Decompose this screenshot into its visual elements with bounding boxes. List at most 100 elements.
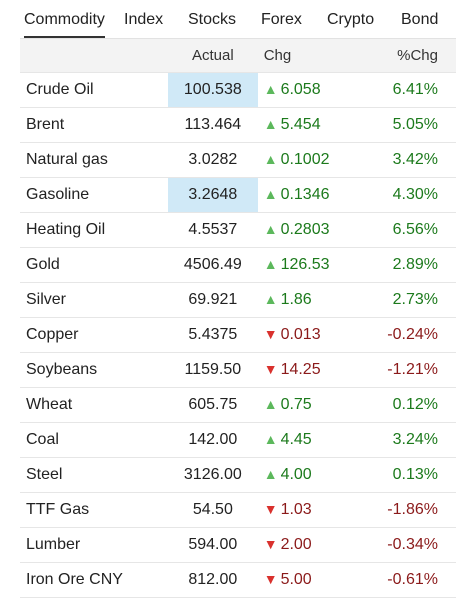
percent-change: 4.30% (370, 177, 456, 213)
actual-value: 4.5537 (167, 212, 258, 248)
tab-index[interactable]: Index (124, 11, 164, 28)
change-cell: ▼ 2.00 (257, 527, 371, 563)
table-row[interactable]: Iron Ore CNY 812.00 ▼ 5.00 -0.61% (20, 562, 456, 598)
change-value: 5.454 (280, 116, 321, 133)
percent-change: 3.24% (370, 422, 456, 458)
change-value: 2.00 (280, 536, 312, 553)
commodity-name[interactable]: Copper (20, 317, 168, 353)
table-row[interactable]: Lumber 594.00 ▼ 2.00 -0.34% (20, 527, 456, 563)
arrow-down-icon: ▼ (263, 326, 278, 342)
percent-change: 6.56% (370, 212, 456, 248)
percent-change: -0.24% (370, 317, 456, 353)
percent-change: 2.73% (370, 282, 456, 318)
change-value: 0.2803 (280, 221, 330, 238)
tab-crypto[interactable]: Crypto (327, 11, 375, 28)
table-row[interactable]: Natural gas 3.0282 ▲ 0.1002 3.42% (20, 142, 456, 178)
column-header-name (20, 39, 168, 73)
tab-commodity[interactable]: Commodity (24, 0, 105, 38)
arrow-up-icon: ▲ (263, 291, 278, 307)
tab-bond[interactable]: Bond (401, 11, 439, 28)
change-cell: ▲ 1.86 (257, 282, 371, 318)
actual-value: 3.0282 (167, 142, 258, 178)
table-row[interactable]: Coal 142.00 ▲ 4.45 3.24% (20, 422, 456, 458)
change-cell: ▲ 0.1002 (257, 142, 371, 178)
change-value: 0.75 (280, 396, 312, 413)
commodity-name[interactable]: Soybeans (20, 352, 168, 388)
column-header-chg[interactable]: Chg (257, 39, 371, 73)
quotes-table: Actual Chg %Chg Crude Oil 100.538 ▲ 6.058 6.… (20, 39, 456, 598)
actual-value: 4506.49 (167, 247, 258, 283)
change-value: 14.25 (280, 361, 321, 378)
change-value: 4.00 (280, 466, 312, 483)
table-row[interactable]: Silver 69.921 ▲ 1.86 2.73% (20, 282, 456, 318)
commodity-name[interactable]: Gold (20, 247, 168, 283)
percent-change: 6.41% (370, 72, 456, 108)
percent-change: 5.05% (370, 107, 456, 143)
arrow-down-icon: ▼ (263, 536, 278, 552)
change-value: 0.1346 (280, 186, 330, 203)
change-cell: ▼ 1.03 (257, 492, 371, 528)
percent-change: -0.34% (370, 527, 456, 563)
commodity-name[interactable]: Crude Oil (20, 72, 168, 108)
table-header-row: Actual Chg %Chg (20, 39, 456, 73)
table-row[interactable]: TTF Gas 54.50 ▼ 1.03 -1.86% (20, 492, 456, 528)
change-value: 6.058 (280, 81, 321, 98)
change-cell: ▲ 5.454 (257, 107, 371, 143)
arrow-down-icon: ▼ (263, 361, 278, 377)
actual-value: 1159.50 (167, 352, 258, 388)
commodity-name[interactable]: Coal (20, 422, 168, 458)
arrow-up-icon: ▲ (263, 396, 278, 412)
table-row[interactable]: Wheat 605.75 ▲ 0.75 0.12% (20, 387, 456, 423)
commodity-name[interactable]: Silver (20, 282, 168, 318)
percent-change: -0.61% (370, 562, 456, 598)
change-cell: ▲ 4.00 (257, 457, 371, 493)
change-cell: ▲ 0.1346 (257, 177, 371, 213)
change-value: 0.013 (280, 326, 321, 343)
column-header-actual[interactable]: Actual (167, 39, 258, 73)
change-value: 1.03 (280, 501, 312, 518)
change-cell: ▲ 0.2803 (257, 212, 371, 248)
change-value: 0.1002 (280, 151, 330, 168)
tab-stocks[interactable]: Stocks (188, 11, 237, 28)
table-row[interactable]: Steel 3126.00 ▲ 4.00 0.13% (20, 457, 456, 493)
market-tabs: Commodity Index Stocks Forex Crypto Bond (20, 0, 456, 38)
arrow-down-icon: ▼ (263, 501, 278, 517)
table-row[interactable]: Gold 4506.49 ▲ 126.53 2.89% (20, 247, 456, 283)
actual-value: 3126.00 (167, 457, 258, 493)
commodity-name[interactable]: Lumber (20, 527, 168, 563)
table-row[interactable]: Heating Oil 4.5537 ▲ 0.2803 6.56% (20, 212, 456, 248)
change-value: 4.45 (280, 431, 312, 448)
commodity-name[interactable]: Steel (20, 457, 168, 493)
percent-change: 2.89% (370, 247, 456, 283)
commodity-name[interactable]: Brent (20, 107, 168, 143)
arrow-up-icon: ▲ (263, 431, 278, 447)
column-header-pct-chg[interactable]: %Chg (370, 39, 456, 73)
tab-forex[interactable]: Forex (261, 11, 302, 28)
percent-change: 0.13% (370, 457, 456, 493)
table-row[interactable]: Crude Oil 100.538 ▲ 6.058 6.41% (20, 72, 456, 108)
actual-value: 100.538 (167, 72, 258, 108)
change-value: 1.86 (280, 291, 312, 308)
actual-value: 605.75 (167, 387, 258, 423)
table-row[interactable]: Copper 5.4375 ▼ 0.013 -0.24% (20, 317, 456, 353)
arrow-down-icon: ▼ (263, 571, 278, 587)
table-row[interactable]: Soybeans 1159.50 ▼ 14.25 -1.21% (20, 352, 456, 388)
table-row[interactable]: Gasoline 3.2648 ▲ 0.1346 4.30% (20, 177, 456, 213)
change-cell: ▼ 14.25 (257, 352, 371, 388)
percent-change: -1.86% (370, 492, 456, 528)
arrow-up-icon: ▲ (263, 151, 278, 167)
tabs-divider (20, 38, 456, 39)
commodity-name[interactable]: Iron Ore CNY (20, 562, 168, 598)
quotes-table-body: Crude Oil 100.538 ▲ 6.058 6.41% Brent 113.464 ▲… (20, 72, 456, 598)
commodity-name[interactable]: Gasoline (20, 177, 168, 213)
commodity-name[interactable]: Heating Oil (20, 212, 168, 248)
commodity-name[interactable]: Natural gas (20, 142, 168, 178)
table-row[interactable]: Brent 113.464 ▲ 5.454 5.05% (20, 107, 456, 143)
commodity-name[interactable]: TTF Gas (20, 492, 168, 528)
commodity-name[interactable]: Wheat (20, 387, 168, 423)
change-cell: ▲ 6.058 (257, 72, 371, 108)
change-value: 126.53 (280, 256, 330, 273)
arrow-up-icon: ▲ (263, 81, 278, 97)
arrow-up-icon: ▲ (263, 466, 278, 482)
actual-value: 69.921 (167, 282, 258, 318)
